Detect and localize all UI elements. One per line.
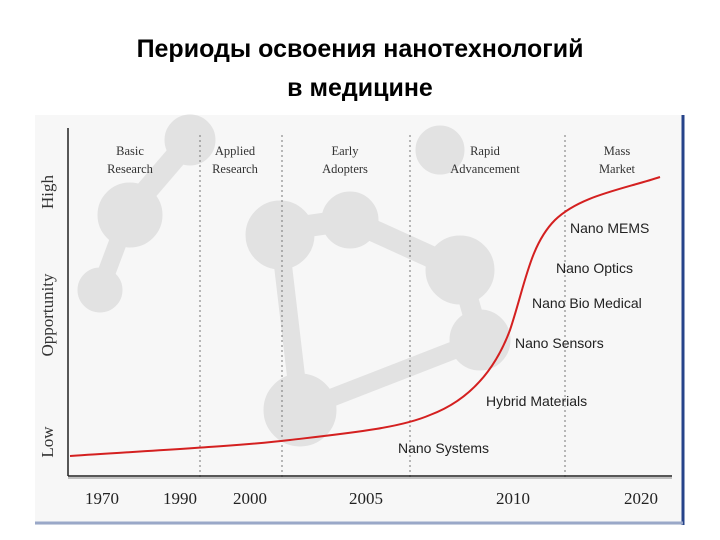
molecule-decoration bbox=[77, 114, 511, 447]
phase-label: Research bbox=[107, 162, 154, 176]
phase-label: Basic bbox=[116, 144, 144, 158]
phase-label: Adopters bbox=[322, 162, 368, 176]
x-label: 2000 bbox=[233, 489, 267, 508]
x-label: 2005 bbox=[349, 489, 383, 508]
growth-curve bbox=[69, 176, 661, 457]
title-line: Периоды освоения нанотехнологий bbox=[137, 35, 584, 63]
curve-label: Nano Sensors bbox=[515, 335, 604, 351]
x-label: 1970 bbox=[85, 489, 119, 508]
phase-label: Mass bbox=[604, 144, 631, 158]
curve-label: Nano Bio Medical bbox=[532, 295, 642, 311]
x-label: 2020 bbox=[624, 489, 658, 508]
phase-label: Advancement bbox=[450, 162, 520, 176]
title-line: в медицине bbox=[287, 74, 433, 102]
phase-label: Rapid bbox=[470, 144, 501, 158]
curve-label: Nano Optics bbox=[556, 260, 633, 276]
phase-label: Research bbox=[212, 162, 259, 176]
y-axis-low: Low bbox=[38, 426, 57, 458]
phase-label: Applied bbox=[215, 144, 256, 158]
chart-image: Basic Research Applied Research Early Ad… bbox=[35, 114, 685, 525]
y-axis-label: Opportunity bbox=[38, 273, 57, 357]
chart-background bbox=[35, 115, 683, 525]
phase-label: Market bbox=[599, 162, 636, 176]
phase-label: Early bbox=[331, 144, 359, 158]
y-axis-high: High bbox=[38, 175, 57, 210]
x-label: 2010 bbox=[496, 489, 530, 508]
curve-label: Nano Systems bbox=[398, 440, 489, 456]
curve-label: Nano MEMS bbox=[570, 220, 649, 236]
x-label: 1990 bbox=[163, 489, 197, 508]
curve-label: Hybrid Materials bbox=[486, 393, 587, 409]
